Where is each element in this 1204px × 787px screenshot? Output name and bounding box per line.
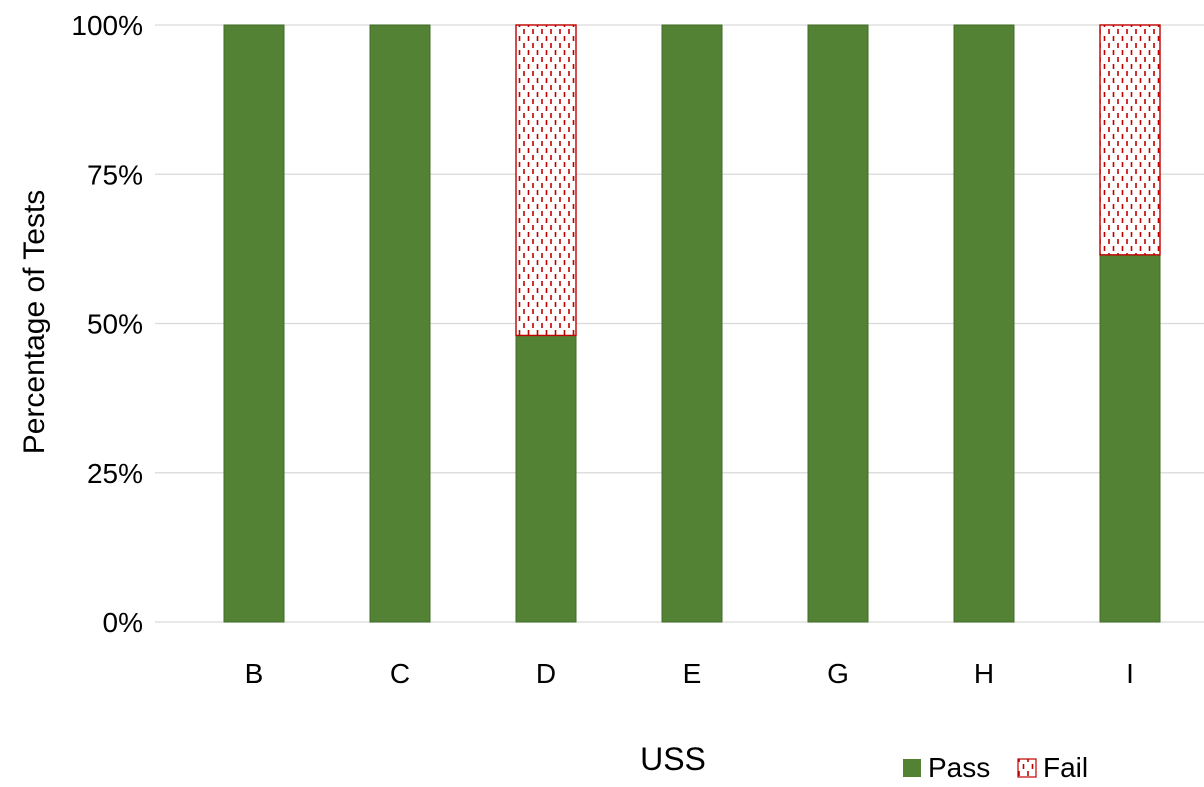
bar-pass-c [369, 24, 431, 623]
bar-fail-i [1099, 24, 1161, 256]
y-axis-label: Percentage of Tests [18, 190, 51, 455]
bar-pass-h [953, 24, 1015, 623]
bar-pass-d [515, 334, 577, 623]
legend-swatch-pass [903, 759, 921, 777]
y-tick-label: 0% [103, 607, 143, 638]
y-axis-tick-labels: 0% 25% 50% 75% 100% [71, 10, 143, 638]
y-tick-label: 25% [87, 458, 143, 489]
x-tick-label: H [974, 658, 994, 689]
x-tick-label: B [245, 658, 264, 689]
x-tick-label: I [1126, 658, 1134, 689]
legend-swatch-fail [1017, 758, 1037, 778]
x-tick-label: C [390, 658, 410, 689]
y-tick-label: 100% [71, 10, 143, 41]
legend-label-fail: Fail [1043, 752, 1088, 782]
bar-fail-d [515, 24, 577, 337]
legend-label-pass: Pass [928, 752, 990, 782]
x-tick-label: E [683, 658, 702, 689]
bar-pass-i [1099, 254, 1161, 623]
x-axis-label: USS [640, 741, 706, 777]
bars [223, 24, 1161, 623]
bar-pass-e [661, 24, 723, 623]
y-tick-label: 50% [87, 309, 143, 340]
x-tick-label: D [536, 658, 556, 689]
y-tick-label: 75% [87, 159, 143, 190]
bar-pass-b [223, 24, 285, 623]
legend: Pass Fail [903, 752, 1088, 783]
bar-pass-g [807, 24, 869, 623]
x-tick-label: G [827, 658, 849, 689]
